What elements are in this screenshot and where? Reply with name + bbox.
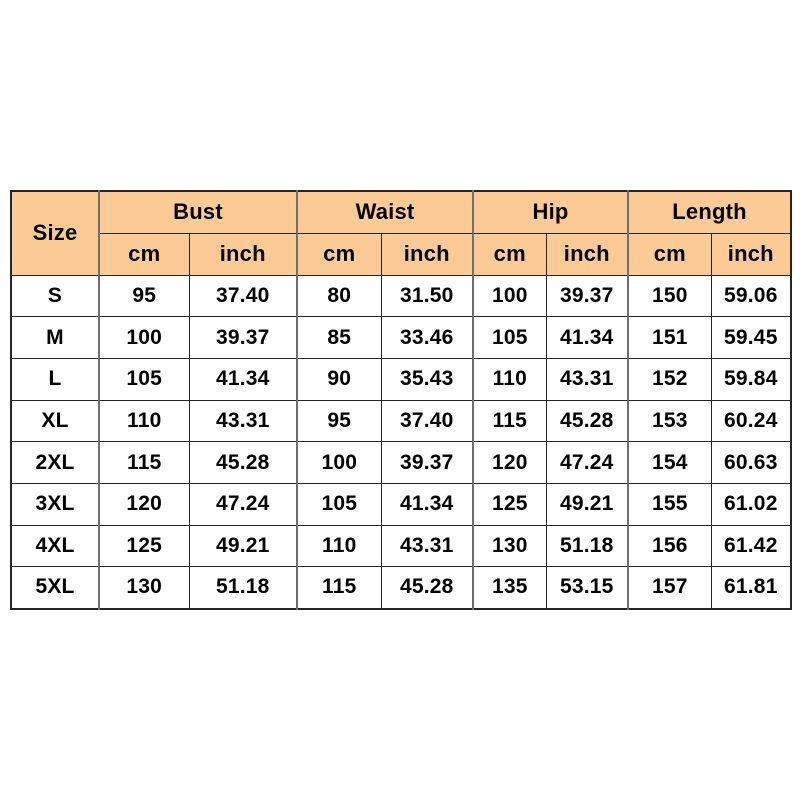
cell-length_inch: 61.81 [710,566,792,609]
cell-waist_cm: 85 [296,316,382,359]
cell-hip_cm: 125 [472,482,547,526]
header-group-bust: Bust [97,190,298,234]
cell-hip_cm: 115 [472,399,547,443]
cell-length_inch: 60.63 [710,441,792,484]
cell-waist_inch: 43.31 [380,524,474,568]
cell-hip_inch: 53.15 [545,566,629,609]
header-hip-inch: inch [545,232,629,276]
cell-waist_cm: 105 [296,482,382,526]
cell-length_cm: 154 [627,441,712,484]
header-length-cm: cm [627,232,712,276]
header-group-length: Length [627,190,792,234]
header-length-inch: inch [710,232,792,276]
cell-hip_cm: 110 [472,357,547,401]
cell-waist_cm: 80 [296,274,382,318]
header-group-row: Size Bust Waist Hip Length [10,190,792,276]
cell-length_inch: 61.42 [710,524,792,568]
cell-waist_inch: 39.37 [380,441,474,484]
cell-length_cm: 156 [627,524,712,568]
header-units-row: cm inch cm inch cm inch cm inch [11,232,792,276]
header-waist-cm: cm [296,232,382,276]
cell-hip_cm: 120 [472,441,547,484]
table-row-xl: XL 110 43.31 95 37.40 115 45.28 153 60.24 [10,399,792,443]
cell-size: S [10,274,100,318]
cell-hip_inch: 41.34 [545,316,629,359]
cell-size: 5XL [10,566,100,609]
cell-length_inch: 59.84 [710,357,792,401]
cell-bust_inch: 51.18 [188,566,298,609]
header-hip-cm: cm [472,232,547,276]
cell-size: 2XL [10,441,100,484]
cell-waist_cm: 100 [296,441,382,484]
table-row-m: M 100 39.37 85 33.46 105 41.34 151 59.45 [10,316,792,359]
cell-bust_inch: 37.40 [188,274,298,318]
cell-bust_cm: 125 [98,524,190,568]
cell-hip_inch: 39.37 [545,274,629,318]
cell-hip_inch: 43.31 [545,357,629,401]
cell-bust_inch: 47.24 [188,482,298,526]
cell-bust_cm: 120 [98,482,190,526]
header-group-waist: Waist [296,190,474,234]
cell-waist_inch: 33.46 [380,316,474,359]
cell-hip_cm: 135 [472,566,547,609]
cell-waist_cm: 110 [296,524,382,568]
cell-bust_inch: 45.28 [188,441,298,484]
cell-bust_inch: 39.37 [188,316,298,359]
cell-bust_inch: 49.21 [188,524,298,568]
cell-hip_cm: 105 [472,316,547,359]
table-row-2xl: 2XL 115 45.28 100 39.37 120 47.24 154 60.63 [10,441,792,484]
cell-waist_inch: 37.40 [380,399,474,443]
cell-hip_inch: 49.21 [545,482,629,526]
cell-hip_inch: 47.24 [545,441,629,484]
cell-size: 4XL [10,524,100,568]
cell-waist_inch: 41.34 [380,482,474,526]
cell-size: XL [10,399,100,443]
cell-length_inch: 60.24 [710,399,792,443]
table-row-4xl: 4XL 125 49.21 110 43.31 130 51.18 156 61.42 [10,524,792,568]
cell-waist_cm: 90 [296,357,382,401]
table-row-3xl: 3XL 120 47.24 105 41.34 125 49.21 155 61.02 [10,482,792,526]
table-row-l: L 105 41.34 90 35.43 110 43.31 152 59.84 [10,357,792,401]
cell-bust_cm: 100 [98,316,190,359]
cell-length_cm: 152 [627,357,712,401]
cell-size: L [10,357,100,401]
header-group-hip: Hip [472,190,629,234]
cell-size: 3XL [10,482,100,526]
header-bust-inch: inch [188,232,298,276]
header-size: Size [10,190,100,276]
cell-length_cm: 151 [627,316,712,359]
cell-length_cm: 153 [627,399,712,443]
cell-length_inch: 59.45 [710,316,792,359]
cell-bust_cm: 130 [98,566,190,609]
table-row-5xl: 5XL 130 51.18 115 45.28 135 53.15 157 61.81 [10,566,792,609]
cell-waist_cm: 115 [296,566,382,609]
cell-hip_cm: 130 [472,524,547,568]
cell-waist_inch: 35.43 [380,357,474,401]
cell-hip_inch: 51.18 [545,524,629,568]
cell-hip_inch: 45.28 [545,399,629,443]
cell-bust_inch: 41.34 [188,357,298,401]
header-waist-inch: inch [380,232,474,276]
size-chart-table: Size Bust Waist Hip Length cm inch cm in… [10,190,793,610]
cell-length_cm: 157 [627,566,712,609]
header-bust-cm: cm [98,232,190,276]
cell-bust_cm: 110 [98,399,190,443]
cell-waist_inch: 45.28 [380,566,474,609]
cell-length_cm: 150 [627,274,712,318]
cell-length_cm: 155 [627,482,712,526]
cell-size: M [10,316,100,359]
cell-bust_cm: 115 [98,441,190,484]
cell-length_inch: 59.06 [710,274,792,318]
cell-length_inch: 61.02 [710,482,792,526]
cell-bust_inch: 43.31 [188,399,298,443]
table-row-s: S 95 37.40 80 31.50 100 39.37 150 59.06 [10,274,792,318]
cell-waist_cm: 95 [296,399,382,443]
size-chart-body: S 95 37.40 80 31.50 100 39.37 150 59.06 M 100 39.37… [10,274,792,609]
cell-bust_cm: 95 [98,274,190,318]
cell-hip_cm: 100 [472,274,547,318]
cell-bust_cm: 105 [98,357,190,401]
cell-waist_inch: 31.50 [380,274,474,318]
